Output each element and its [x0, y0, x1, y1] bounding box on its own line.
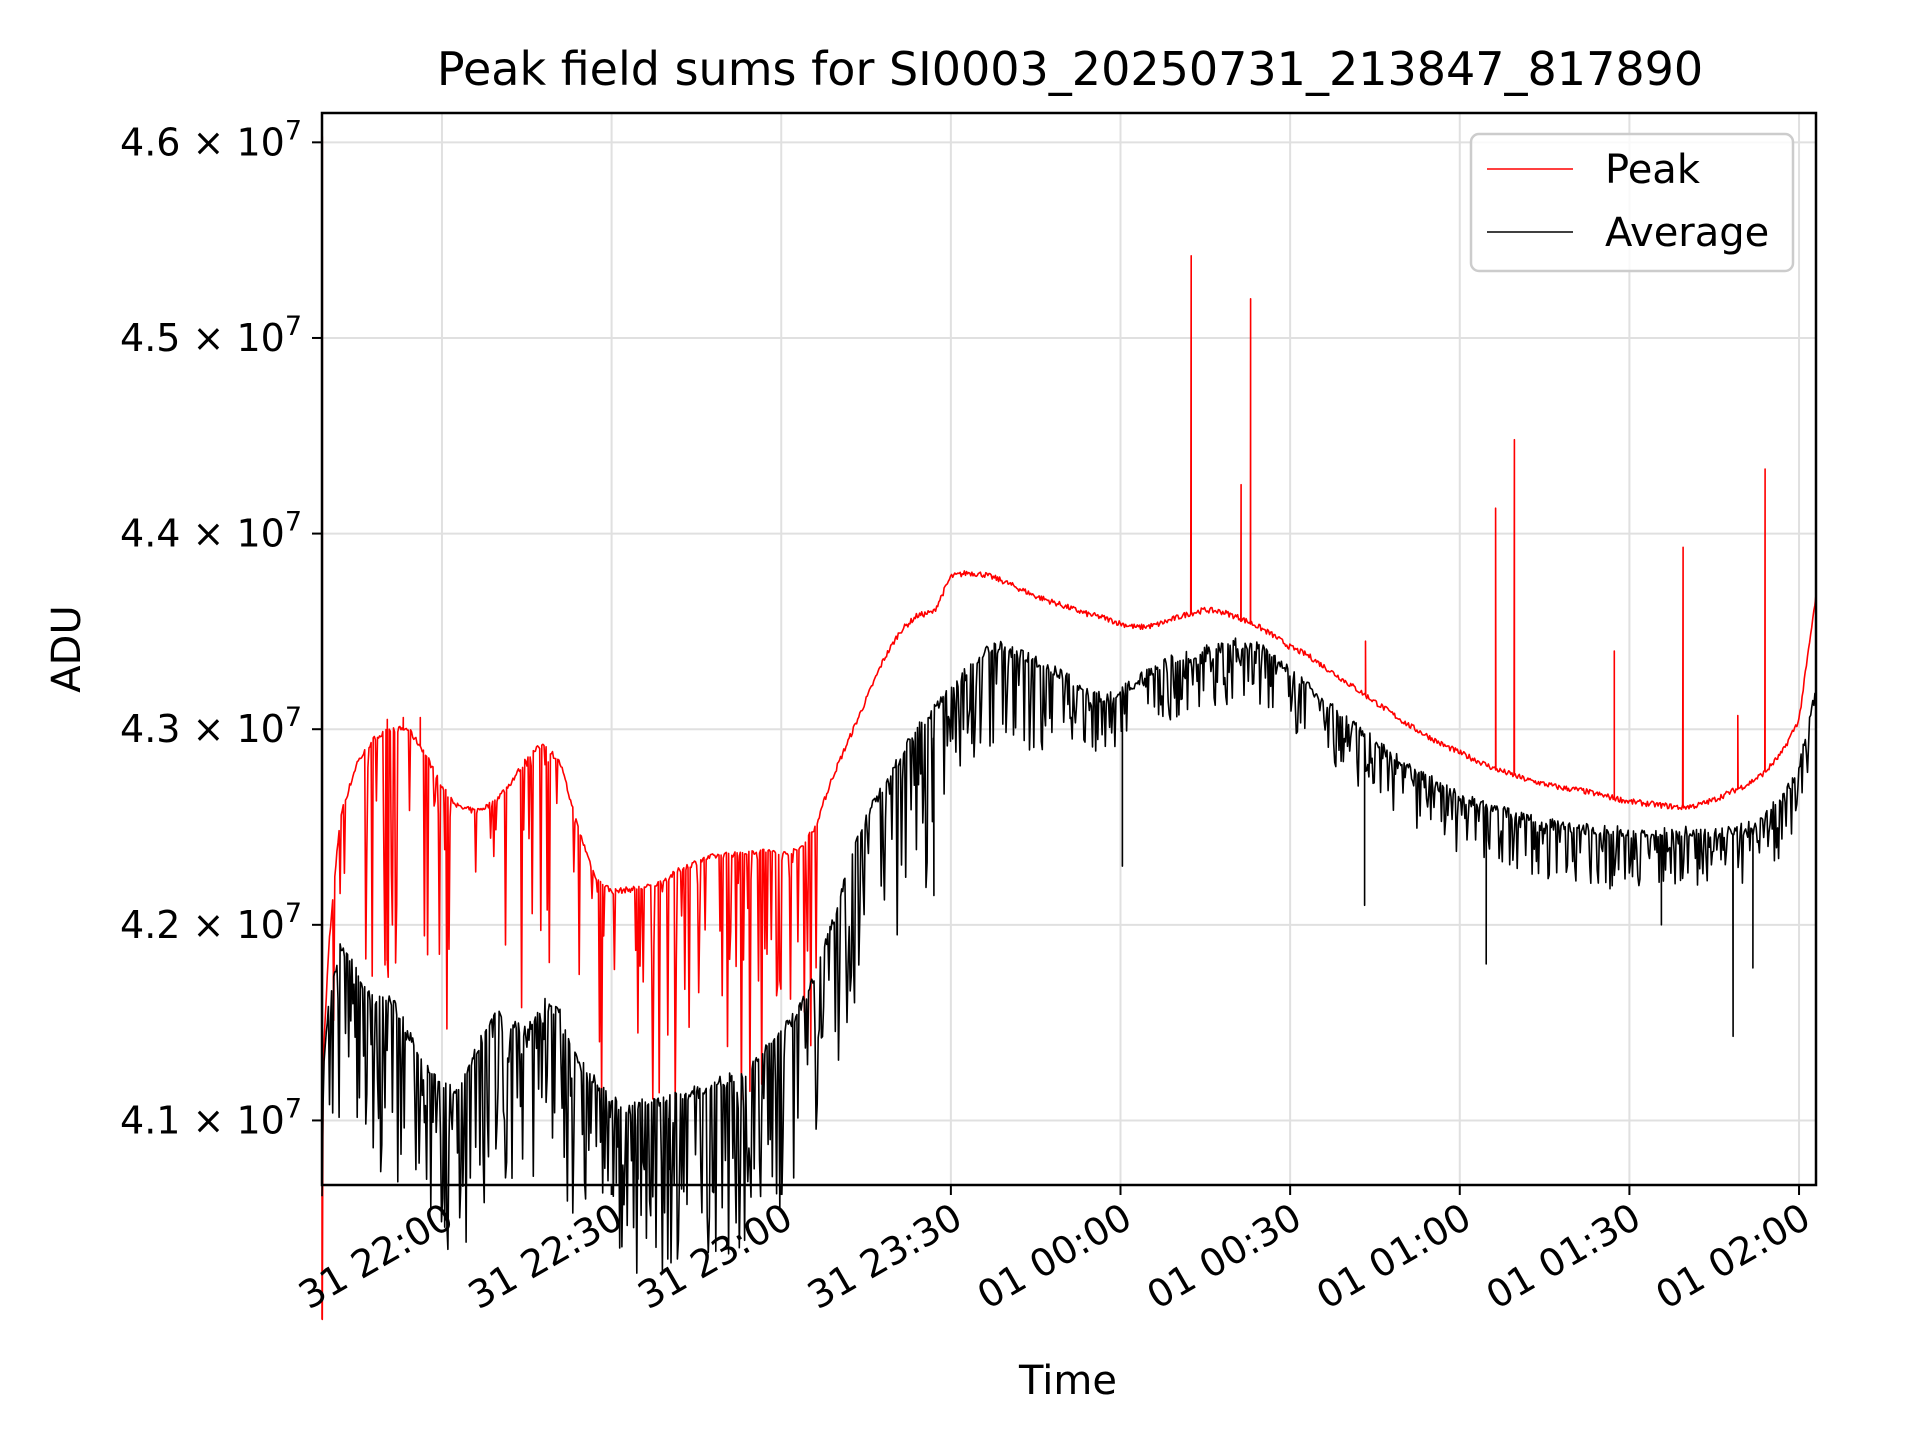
- legend-label-average: Average: [1605, 210, 1769, 256]
- y-tick-label: 4.3 × 107: [120, 702, 302, 751]
- series-line-peak: [321, 135, 1817, 1321]
- y-tick-label: 4.1 × 107: [120, 1093, 302, 1142]
- grid: [322, 113, 1816, 1185]
- y-tick-label: 4.5 × 107: [120, 311, 302, 360]
- x-axis-label: Time: [1018, 1358, 1117, 1404]
- legend: Peak Average: [1469, 132, 1795, 273]
- series-layer: [321, 135, 1817, 1321]
- y-tick-label: 4.6 × 107: [120, 115, 302, 164]
- plot-area-frame: [320, 111, 1818, 1187]
- chart-title: Peak field sums for SI0003_20250731_2138…: [437, 42, 1703, 96]
- y-axis: 4.1 × 107 4.2 × 107 4.3 × 107 4.4 × 107 4.5 …: [120, 115, 322, 1142]
- series-line-average: [321, 637, 1817, 1274]
- legend-label-peak: Peak: [1605, 147, 1701, 193]
- y-axis-label: ADU: [44, 605, 90, 692]
- y-tick-label: 4.2 × 107: [120, 898, 302, 947]
- y-tick-label: 4.4 × 107: [120, 507, 302, 556]
